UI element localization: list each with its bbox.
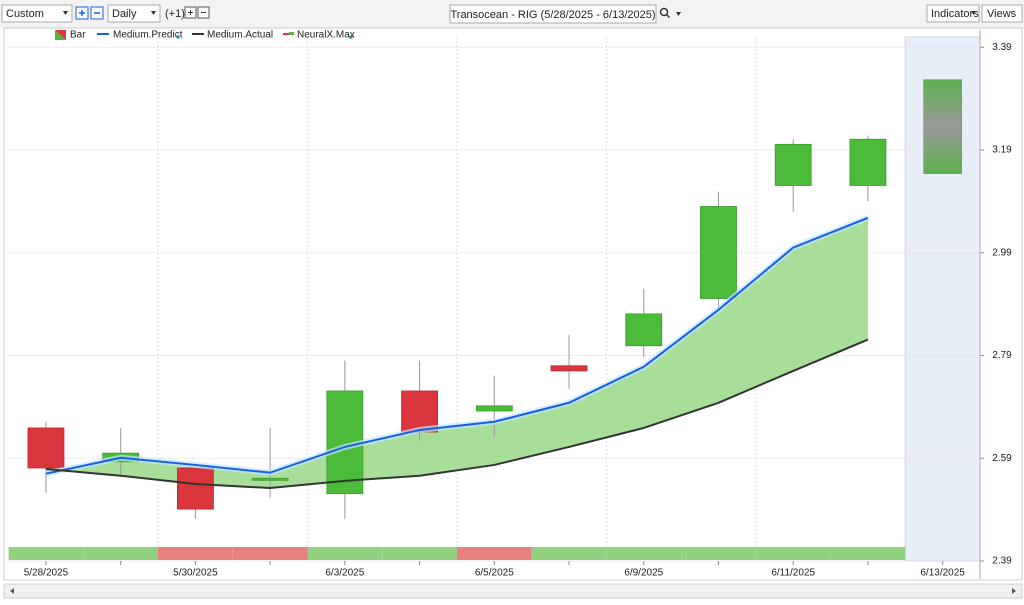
x-tick-label: 5/30/2025 xyxy=(173,568,218,579)
x-tick-label: 6/13/2025 xyxy=(920,568,965,579)
plus-icon xyxy=(188,10,193,15)
legend-label: Medium.Predict xyxy=(113,30,183,41)
plus-icon xyxy=(79,10,85,16)
candle-body xyxy=(625,313,663,347)
x-tick-label: 6/5/2025 xyxy=(475,568,514,579)
bar-signal xyxy=(382,547,457,560)
line xyxy=(45,338,869,490)
symbol-box[interactable] xyxy=(449,4,657,24)
x-tick-label: 5/28/2025 xyxy=(24,568,69,579)
candle-body xyxy=(251,477,289,481)
bar-signal xyxy=(830,547,906,560)
forecast-box xyxy=(923,79,962,174)
dropdown-arrow xyxy=(151,11,156,15)
views-text: Views xyxy=(987,8,1017,20)
legend-dot xyxy=(176,35,180,39)
period-select[interactable] xyxy=(1,4,73,23)
legend-label: Medium.Actual xyxy=(207,30,273,41)
bar-signal xyxy=(307,547,383,560)
search-icon[interactable] xyxy=(659,7,669,17)
chart-frame xyxy=(3,27,1023,581)
bar-signal xyxy=(8,547,84,560)
y-tick-label: 2.59 xyxy=(992,453,1012,464)
spread-area xyxy=(45,217,868,489)
bar-signal xyxy=(83,547,159,560)
candle-body xyxy=(700,206,737,299)
candle-body xyxy=(774,143,812,186)
legend-label: Bar xyxy=(70,30,86,41)
indicators-button[interactable] xyxy=(926,4,980,23)
x-tick-label: 6/9/2025 xyxy=(624,568,663,579)
y-tick-label: 2.99 xyxy=(992,247,1012,258)
y-tick-label: 3.19 xyxy=(992,145,1012,156)
interval-text: Daily xyxy=(112,8,137,20)
bar-signal xyxy=(681,547,756,560)
chart-title: Transocean - RIG (5/28/2025 - 6/13/2025) xyxy=(450,9,655,21)
bar-signal xyxy=(755,547,831,560)
legend-dot xyxy=(349,35,353,39)
y-tick-label: 3.39 xyxy=(992,42,1012,53)
offset-text: (+1) xyxy=(165,8,185,20)
candle-body xyxy=(401,390,438,433)
indicators-text: Indicators xyxy=(931,8,979,20)
search-handle xyxy=(665,13,671,19)
period-text: Custom xyxy=(6,8,44,20)
legend-icon-bar xyxy=(55,30,66,40)
dropdown-arrow xyxy=(676,12,681,16)
plot: 2.39 2.59 2.79 2.99 3.19 3.39 5/28/2025 5/30/20… xyxy=(8,30,1012,579)
candle-body xyxy=(550,365,588,372)
candle-body xyxy=(177,467,214,510)
y-tick-label: 2.79 xyxy=(992,350,1012,361)
dropdown-arrow xyxy=(63,11,68,15)
x-tick-label: 6/3/2025 xyxy=(325,568,364,579)
candle-body xyxy=(849,138,887,186)
legend-icon-forecast xyxy=(289,32,294,35)
bar-signal xyxy=(531,547,607,560)
y-tick-label: 2.39 xyxy=(992,556,1012,567)
scrollbar[interactable] xyxy=(3,583,1023,599)
dropdown-arrow xyxy=(971,11,976,15)
x-tick-label: 6/11/2025 xyxy=(771,568,815,579)
bar-signal xyxy=(456,547,532,560)
interval-select[interactable] xyxy=(107,4,161,23)
toolbar: Custom Daily (+1) Transocean - RIG (5/28… xyxy=(0,0,1024,28)
legend-icon-forecast xyxy=(283,33,289,35)
candle-body xyxy=(475,405,513,412)
legend-label: NeuralX.Max xyxy=(297,30,355,41)
bar-signal xyxy=(158,547,233,560)
line xyxy=(45,216,869,475)
views-button[interactable] xyxy=(981,4,1023,23)
bar-signal xyxy=(232,547,308,560)
candle-body xyxy=(27,427,65,469)
bar-signal xyxy=(606,547,682,560)
